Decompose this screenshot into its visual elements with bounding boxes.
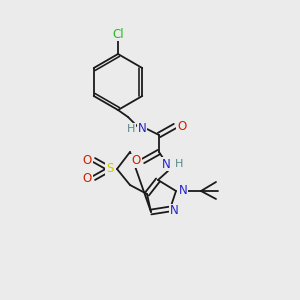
Text: O: O <box>177 119 187 133</box>
Text: H: H <box>175 159 183 169</box>
Text: Cl: Cl <box>112 28 124 40</box>
Text: S: S <box>106 163 114 176</box>
Text: N: N <box>169 205 178 218</box>
Text: N: N <box>162 158 170 170</box>
Text: O: O <box>131 154 141 167</box>
Text: N: N <box>178 184 188 196</box>
Text: O: O <box>82 172 91 184</box>
Text: H: H <box>127 124 135 134</box>
Text: N: N <box>138 122 146 136</box>
Text: O: O <box>82 154 91 166</box>
